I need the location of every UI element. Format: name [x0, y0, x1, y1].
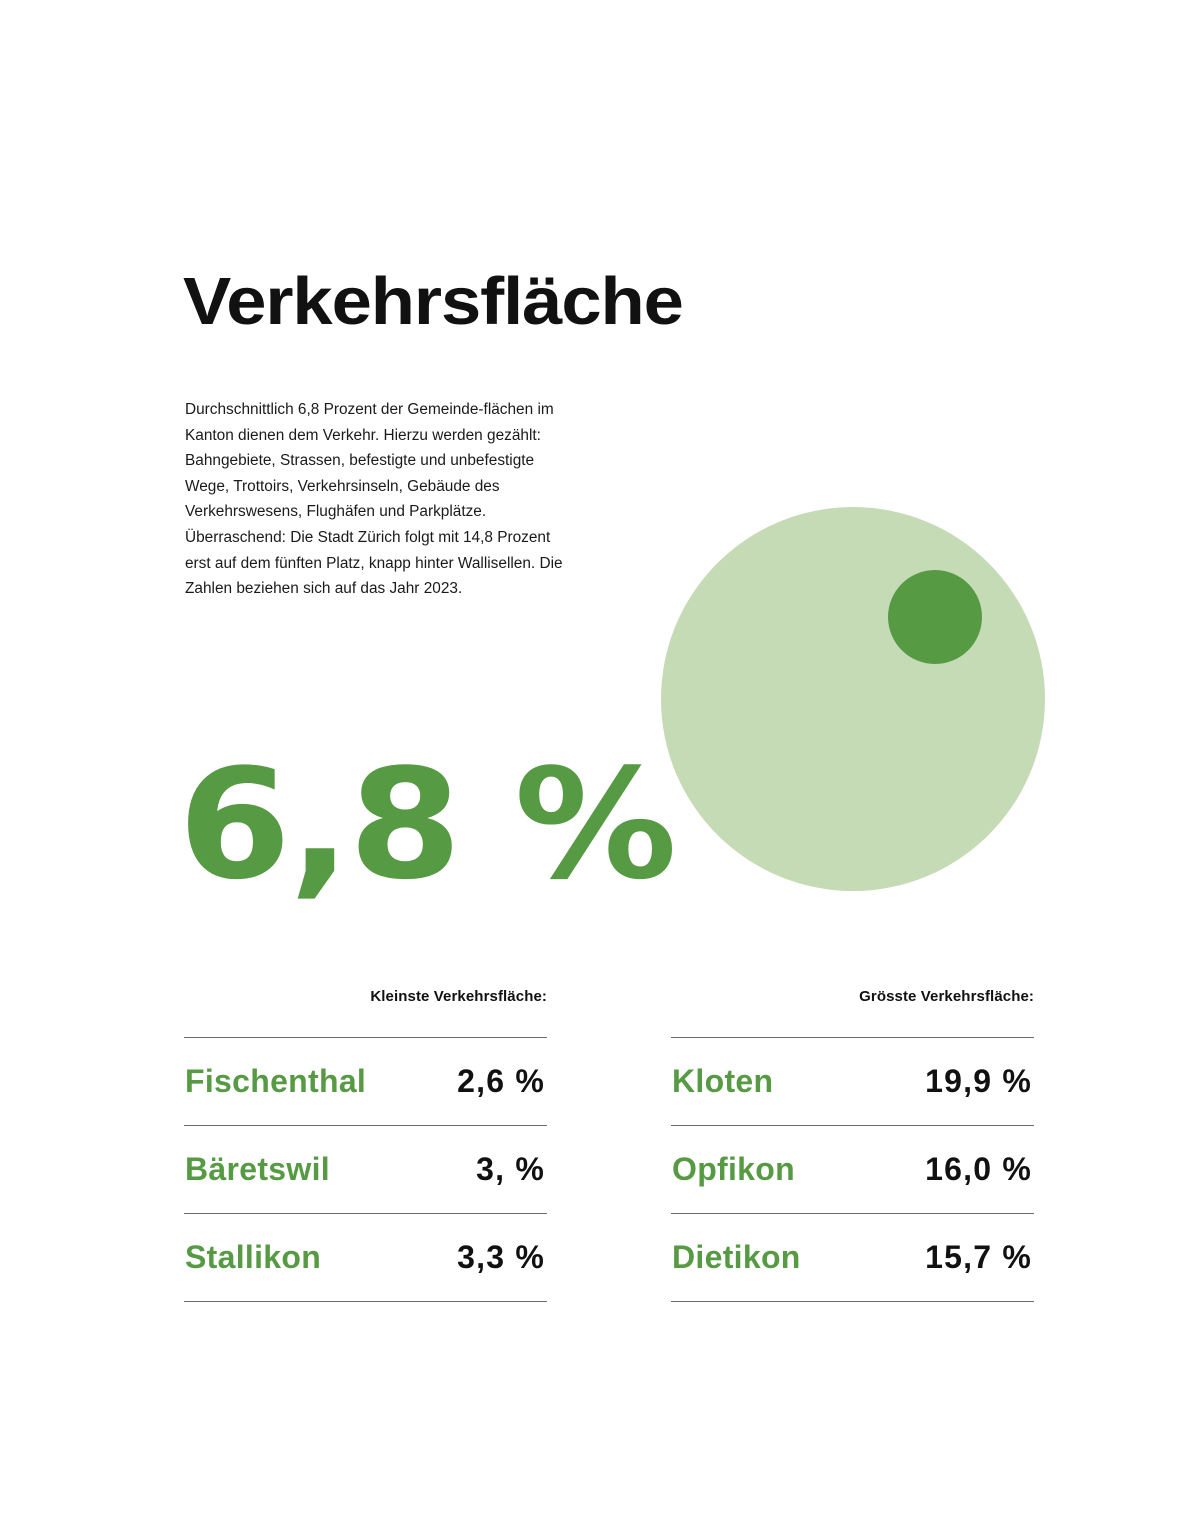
- table-row: Stallikon 3,3 %: [184, 1213, 547, 1302]
- municipality-name: Bäretswil: [185, 1151, 330, 1187]
- proportion-circles: [661, 507, 1045, 891]
- percentage-value: 19,9 %: [925, 1063, 1032, 1099]
- municipality-name: Opfikon: [672, 1151, 795, 1187]
- table-row: Bäretswil 3, %: [184, 1125, 547, 1213]
- percentage-value: 15,7 %: [925, 1239, 1032, 1275]
- table-heading: Kleinste Verkehrsfläche:: [370, 988, 547, 1005]
- percentage-value: 3,3 %: [457, 1239, 545, 1275]
- largest-traffic-area-table: Grösste Verkehrsfläche: Kloten 19,9 % Op…: [671, 984, 1034, 1302]
- municipality-name: Stallikon: [185, 1239, 322, 1275]
- headline-percentage: 6,8 %: [178, 736, 677, 913]
- municipality-name: Fischenthal: [185, 1063, 367, 1099]
- page-title: Verkehrsfläche: [183, 264, 684, 339]
- percentage-value: 2,6 %: [457, 1063, 545, 1099]
- municipality-name: Dietikon: [672, 1239, 801, 1275]
- municipality-name: Kloten: [672, 1063, 774, 1099]
- table-row: Opfikon 16,0 %: [671, 1125, 1034, 1213]
- table-heading: Grösste Verkehrsfläche:: [859, 988, 1034, 1005]
- smallest-traffic-area-table: Kleinste Verkehrsfläche: Fischenthal 2,6…: [184, 984, 547, 1302]
- percentage-value: 16,0 %: [925, 1151, 1032, 1187]
- table-row: Fischenthal 2,6 %: [184, 1037, 547, 1125]
- total-area-circle: [661, 507, 1045, 891]
- table-row: Dietikon 15,7 %: [671, 1213, 1034, 1302]
- percentage-value: 3, %: [476, 1151, 545, 1187]
- table-row: Kloten 19,9 %: [671, 1037, 1034, 1125]
- intro-paragraph: Durchschnittlich 6,8 Prozent der Gemeind…: [185, 401, 563, 598]
- traffic-area-circle: [888, 570, 982, 664]
